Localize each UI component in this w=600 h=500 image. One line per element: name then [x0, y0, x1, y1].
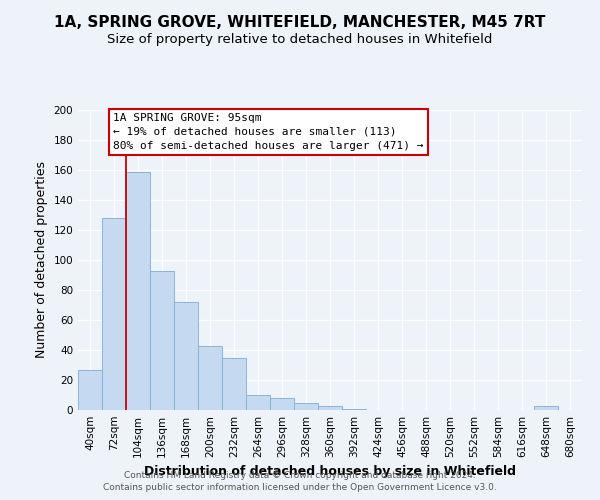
Text: Size of property relative to detached houses in Whitefield: Size of property relative to detached ho…	[107, 32, 493, 46]
Bar	[150, 270, 174, 410]
Bar	[246, 395, 270, 410]
Y-axis label: Number of detached properties: Number of detached properties	[35, 162, 48, 358]
Bar	[102, 218, 126, 410]
Bar	[270, 398, 294, 410]
Text: 1A SPRING GROVE: 95sqm
← 19% of detached houses are smaller (113)
80% of semi-de: 1A SPRING GROVE: 95sqm ← 19% of detached…	[113, 113, 424, 151]
Bar	[294, 402, 318, 410]
Text: 1A, SPRING GROVE, WHITEFIELD, MANCHESTER, M45 7RT: 1A, SPRING GROVE, WHITEFIELD, MANCHESTER…	[55, 15, 545, 30]
Bar	[198, 346, 222, 410]
Bar	[174, 302, 198, 410]
Text: Contains public sector information licensed under the Open Government Licence v3: Contains public sector information licen…	[103, 484, 497, 492]
Bar	[78, 370, 102, 410]
Bar	[222, 358, 246, 410]
Bar	[534, 406, 558, 410]
Text: Contains HM Land Registry data © Crown copyright and database right 2024.: Contains HM Land Registry data © Crown c…	[124, 471, 476, 480]
X-axis label: Distribution of detached houses by size in Whitefield: Distribution of detached houses by size …	[144, 466, 516, 478]
Bar	[318, 406, 342, 410]
Bar	[342, 408, 366, 410]
Bar	[126, 172, 150, 410]
